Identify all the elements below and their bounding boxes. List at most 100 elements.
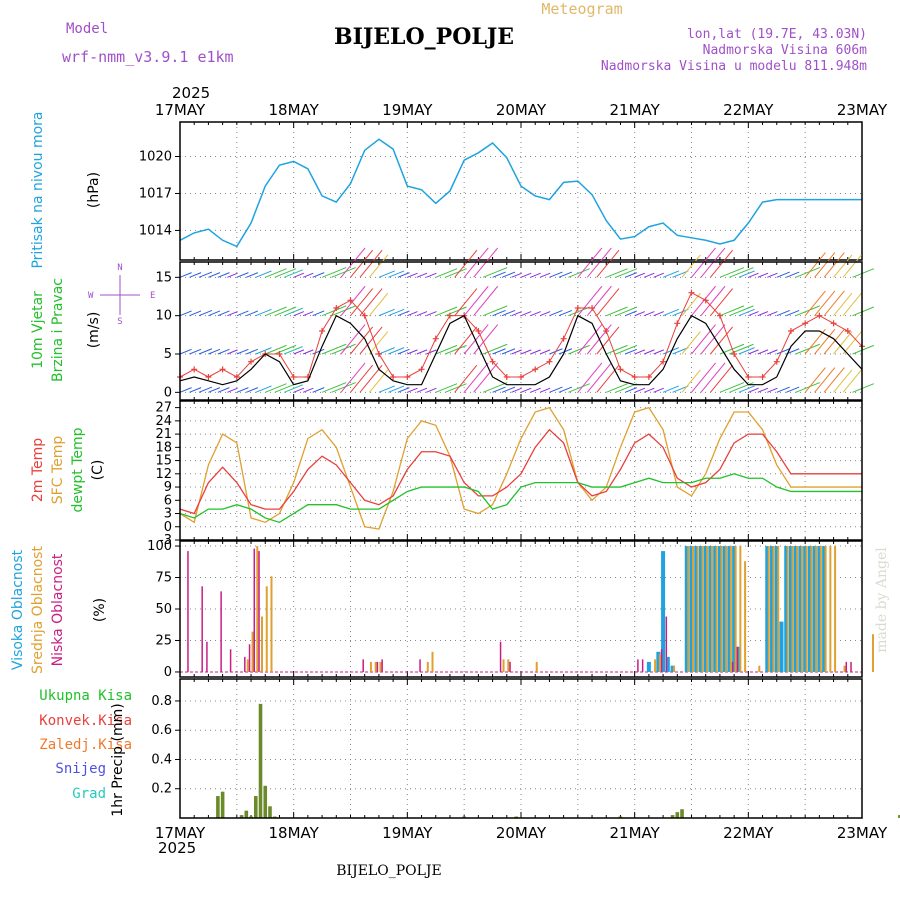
low-cloud-bar [201,586,203,672]
low-cloud-bar [731,661,734,672]
wind-vector [530,311,541,317]
wind-vector [833,254,853,278]
wind-vector [454,364,478,393]
wind-vector [492,386,506,393]
date-axis-bottom: 17MAY 18MAY 19MAY 20MAY 21MAY 22MAY 23MAY [155,824,888,842]
mid-cloud-bar [710,546,713,672]
wind-vector [501,309,516,317]
wind-vector [397,387,410,393]
wind-vector [255,385,272,393]
wind-vector [482,343,508,355]
wind-vector [378,385,395,393]
wind-vector [681,292,701,316]
mid-cloud-bar [431,651,434,672]
t2m-line [179,428,862,515]
wind-vector [208,310,221,317]
wind-vector [397,310,410,317]
wind-vector [662,270,680,278]
mid-cloud-bar [843,665,846,672]
y-tick-label: -3 [159,533,172,548]
total-precip-bar [670,815,675,818]
wind-vector [767,311,778,317]
wind-compass: N S W E [88,263,155,327]
wind-vector [634,387,646,393]
wind-vector [284,384,303,393]
wind-vector [748,272,759,278]
high-cloud-bar [670,665,675,672]
panel-frame [179,540,863,678]
wind-vector [179,272,192,278]
mid-cloud-bar [805,546,808,672]
high-cloud-bar [765,546,770,672]
wind-vector [786,386,800,393]
wind-vector [681,331,701,355]
mid-cloud-bar [739,546,742,672]
mid-cloud-bar [734,546,737,672]
wind-vector [312,272,325,278]
wind-vector [473,324,499,355]
total-precip-bar [220,791,225,818]
wind-vector [369,369,389,393]
wind-vector [767,272,778,278]
pressure-line [179,138,862,248]
low-cloud-bar [509,661,511,672]
wind-vector [568,383,590,393]
mid-cloud-bar [810,546,813,672]
wind-vector [643,311,655,317]
wind-vector [596,249,620,278]
mid-cloud-bar [374,661,377,672]
mid-cloud-bar [246,659,249,672]
wind-vector [189,348,202,355]
wind-vector [378,347,395,355]
wind-vector [312,387,325,393]
date-label: 22MAY [723,824,774,842]
wind-vector [634,272,646,278]
wind-vector [757,311,769,317]
mid-cloud-bar [251,631,254,672]
wind-vector [710,249,733,278]
high-cloud-label: Visoka Oblacnost [10,549,26,670]
y-tick-label: 1020 [139,150,172,165]
wind-vector [710,288,733,316]
y-tick-label: 50 [155,602,172,617]
wind-vector [435,268,458,278]
mid-cloud-bar [502,659,505,672]
wind-vector [227,272,238,278]
wind-vector [255,347,272,355]
wind-vector [643,272,655,278]
mid-cloud-bar [673,665,676,672]
low-cloud-bar [253,548,256,672]
wind-vector [416,349,428,355]
y-tick-label: 0 [164,385,172,400]
dewpt-label: dewpt Temp [70,427,86,512]
wind-vector [634,311,646,317]
wind-vector [577,362,603,393]
date-label: 20MAY [496,101,547,119]
wind-vector [568,268,590,278]
y-tick-label: 12 [155,467,172,482]
wind-vector [274,306,297,317]
sfc-temp-line [179,406,862,530]
wind-vector [189,387,202,393]
wind-vector [710,364,733,393]
mid-cloud-bar [819,546,822,672]
wind-vector [833,369,853,393]
wind-vector [179,387,192,393]
wind-vector [795,343,820,355]
temp-ylabel: (C) [90,460,106,481]
wind-vector [274,383,297,393]
panel-frame [179,678,863,819]
wind-vector [539,272,551,278]
high-cloud-bar [665,656,670,672]
wind-vector [615,344,638,355]
wind-vector [606,383,628,393]
wind-vector [653,272,664,278]
mid-cloud-bar [692,546,694,672]
wind-vector [274,268,297,278]
date-label: 21MAY [610,824,661,842]
panel-frame [179,400,863,541]
dewpt-line [179,473,862,524]
wind-vector [814,367,836,393]
wind-vector [208,272,221,278]
